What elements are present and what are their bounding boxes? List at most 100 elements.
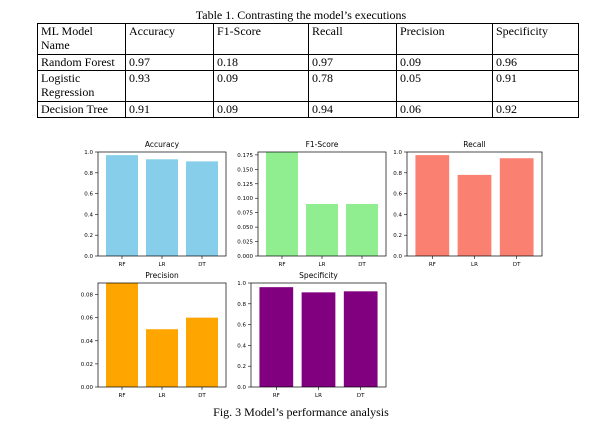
recall-ytick-label: 0.0 xyxy=(393,254,402,260)
f1-score-bar-rf xyxy=(266,152,298,256)
recall-chart: Recall 0.0 0.2 0.4 0.6 0.8 1.0 RF LR DT xyxy=(393,140,543,268)
table-row: Decision Tree 0.91 0.09 0.94 0.06 0.92 xyxy=(37,101,579,118)
specificity-bar-lr xyxy=(301,292,336,387)
specificity-ytick-label: 1.0 xyxy=(237,281,246,287)
f1-score-xtick-label: DT xyxy=(358,262,366,268)
accuracy-ytick-label: 1.0 xyxy=(84,150,93,156)
accuracy-xtick-label: RF xyxy=(119,262,126,268)
header-accuracy: Accuracy xyxy=(125,23,214,55)
accuracy-ytick-label: 0.4 xyxy=(84,212,93,218)
table-cell: 0.06 xyxy=(396,101,493,118)
results-table: ML Model Name Accuracy F1-Score Recall P… xyxy=(37,23,579,118)
table-cell: 0.92 xyxy=(492,101,579,118)
recall-xtick-label: LR xyxy=(471,262,478,268)
precision-ytick-label: 0.08 xyxy=(81,293,94,299)
specificity-ytick-label: 0.2 xyxy=(237,364,246,370)
recall-bar-dt xyxy=(499,158,534,256)
recall-bar-rf xyxy=(415,155,450,256)
recall-ytick-label: 1.0 xyxy=(393,150,402,156)
header-recall: Recall xyxy=(308,23,397,55)
precision-bar-rf xyxy=(106,283,138,387)
recall-plot-frame xyxy=(406,151,543,257)
specificity-chart: Specificity 0.0 0.2 0.4 0.6 0.8 1.0 RF LR DT xyxy=(237,271,387,399)
table-cell: 0.05 xyxy=(396,70,493,102)
accuracy-chart-title: Accuracy xyxy=(145,140,180,149)
table-cell: 0.91 xyxy=(492,70,579,102)
precision-ytick-label: 0.00 xyxy=(81,385,94,391)
accuracy-ytick-label: 0.8 xyxy=(84,171,93,177)
recall-chart-title: Recall xyxy=(463,140,485,149)
accuracy-plot-frame xyxy=(97,151,227,257)
table-cell: 0.09 xyxy=(213,70,309,102)
f1-score-ytick-label: 0.150 xyxy=(237,167,253,173)
specificity-ytick-label: 0.0 xyxy=(237,385,246,391)
recall-xtick-label: RF xyxy=(429,262,436,268)
accuracy-bar-lr xyxy=(146,159,178,256)
header-specificity: Specificity xyxy=(492,23,579,55)
accuracy-xtick-label: DT xyxy=(198,262,206,268)
table-row: Logistic Regression 0.93 0.09 0.78 0.05 … xyxy=(37,70,579,102)
f1-score-chart-title: F1-Score xyxy=(306,140,339,149)
specificity-bar-dt xyxy=(343,291,378,387)
table-cell: 0.94 xyxy=(308,101,397,118)
accuracy-bar-rf xyxy=(106,155,138,256)
table-cell: 0.93 xyxy=(125,70,214,102)
f1-score-ytick-label: 0.175 xyxy=(237,153,253,159)
precision-bar-lr xyxy=(146,329,178,387)
f1-score-ytick-label: 0.000 xyxy=(237,254,253,260)
table-cell: 0.18 xyxy=(213,54,309,71)
f1-score-xtick-label: LR xyxy=(319,262,326,268)
table-row: Random Forest 0.97 0.18 0.97 0.09 0.96 xyxy=(37,54,579,71)
table-cell: 0.97 xyxy=(308,54,397,71)
table-caption: Table 1. Contrasting the model’s executi… xyxy=(195,8,407,22)
specificity-xtick-label: DT xyxy=(357,393,365,399)
table-cell: 0.96 xyxy=(492,54,579,71)
table-cell: 0.78 xyxy=(308,70,397,102)
specificity-ytick-label: 0.6 xyxy=(237,323,246,329)
precision-plot-frame xyxy=(97,282,227,388)
f1-score-bar-dt xyxy=(346,204,378,256)
precision-ytick-label: 0.02 xyxy=(81,362,93,368)
accuracy-xtick-label: LR xyxy=(159,262,166,268)
f1-score-ytick-label: 0.025 xyxy=(237,240,253,246)
recall-ytick-label: 0.2 xyxy=(393,233,402,239)
accuracy-bar-dt xyxy=(186,161,218,256)
precision-xtick-label: DT xyxy=(198,393,206,399)
precision-chart-title: Precision xyxy=(145,271,179,280)
table-cell: 0.97 xyxy=(125,54,214,71)
figure-caption: Fig. 3 Model’s performance analysis xyxy=(213,405,389,419)
f1-score-ytick-label: 0.050 xyxy=(237,225,253,231)
recall-xtick-label: DT xyxy=(513,262,521,268)
table-cell: Decision Tree xyxy=(37,101,126,118)
accuracy-ytick-label: 0.0 xyxy=(84,254,93,260)
recall-bar-lr xyxy=(457,174,492,256)
f1-score-ytick-label: 0.125 xyxy=(237,182,253,188)
specificity-xtick-label: LR xyxy=(315,393,322,399)
recall-ytick-label: 0.4 xyxy=(393,212,402,218)
accuracy-ytick-label: 0.2 xyxy=(84,233,93,239)
f1-score-bar-lr xyxy=(306,204,338,256)
f1-score-plot-frame xyxy=(257,151,387,257)
precision-ytick-label: 0.06 xyxy=(81,316,94,322)
specificity-ytick-label: 0.4 xyxy=(237,343,246,349)
table-header-row: ML Model Name Accuracy F1-Score Recall P… xyxy=(37,23,579,55)
table-cell: Random Forest xyxy=(37,54,126,71)
f1-score-ytick-label: 0.100 xyxy=(237,196,253,202)
header-f1-score: F1-Score xyxy=(213,23,309,55)
accuracy-ytick-label: 0.6 xyxy=(84,192,93,198)
specificity-plot-frame xyxy=(250,282,387,388)
precision-chart: Precision 0.00 0.02 0.04 0.06 0.08 RF LR DT xyxy=(81,271,227,399)
precision-xtick-label: RF xyxy=(119,393,126,399)
recall-ytick-label: 0.6 xyxy=(393,192,402,198)
specificity-chart-title: Specificity xyxy=(299,271,338,280)
f1-score-xtick-label: RF xyxy=(279,262,286,268)
table-cell: Logistic Regression xyxy=(37,70,126,102)
specificity-bar-rf xyxy=(259,287,294,387)
recall-ytick-label: 0.8 xyxy=(393,171,402,177)
table-cell: 0.09 xyxy=(396,54,493,71)
precision-ytick-label: 0.04 xyxy=(81,339,94,345)
table-cell: 0.09 xyxy=(213,101,309,118)
f1-score-ytick-label: 0.075 xyxy=(237,211,253,217)
header-precision: Precision xyxy=(396,23,493,55)
specificity-ytick-label: 0.8 xyxy=(237,302,246,308)
